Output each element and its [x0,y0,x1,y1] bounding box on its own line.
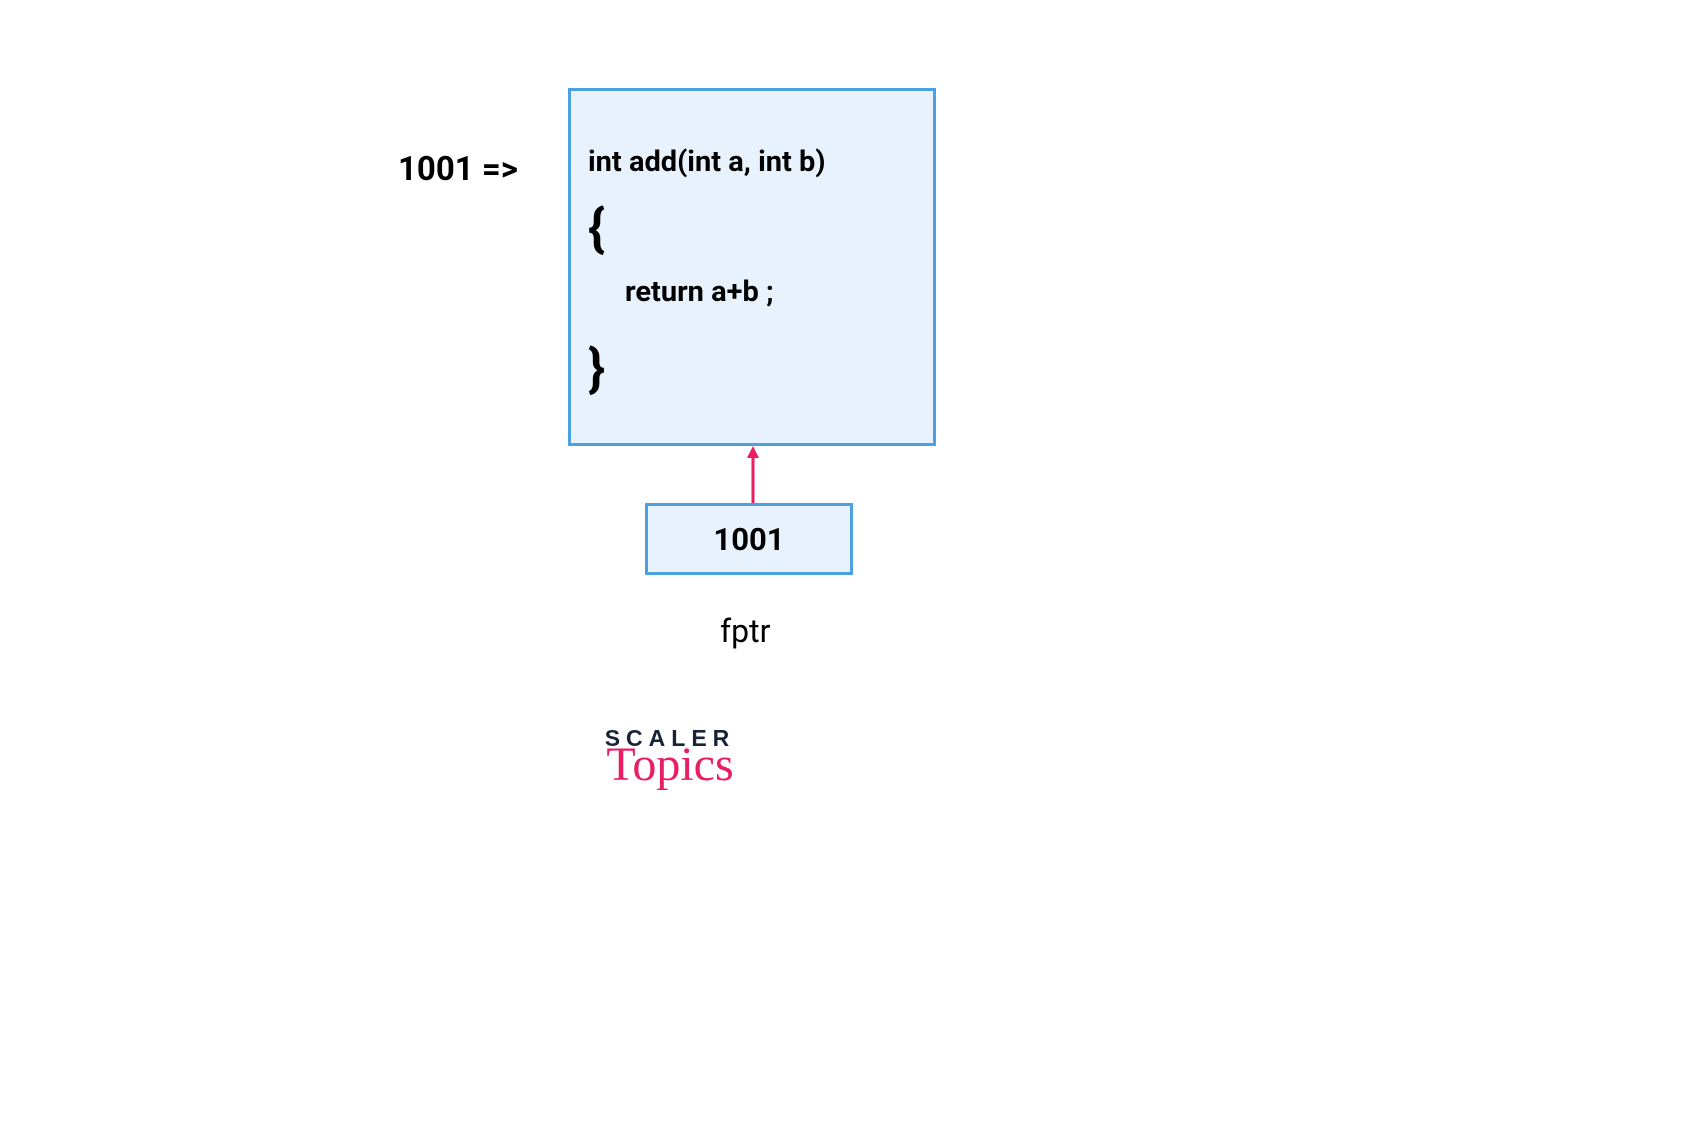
pointer-value-box: 1001 [645,503,853,575]
logo-text-bottom: Topics [600,748,740,782]
diagram-canvas: 1001 => int add(int a, int b) { return a… [0,0,1701,1147]
code-open-brace: { [588,198,605,259]
code-function-signature: int add(int a, int b) [588,145,826,179]
pointer-arrow [740,446,766,506]
pointer-variable-name: fptr [720,612,770,650]
code-return-statement: return a+b ; [625,275,774,309]
function-code-box [568,88,936,446]
memory-address-label: 1001 => [398,150,518,189]
brand-logo: SCALER Topics [600,725,740,782]
pointer-stored-address: 1001 [713,521,784,558]
code-close-brace: } [588,338,605,399]
